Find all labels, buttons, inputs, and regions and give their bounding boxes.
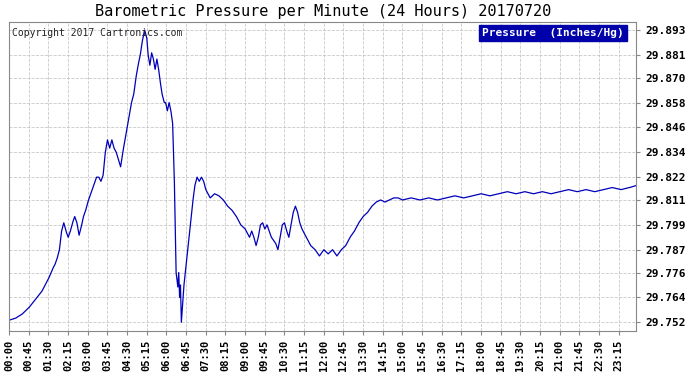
Title: Barometric Pressure per Minute (24 Hours) 20170720: Barometric Pressure per Minute (24 Hours… bbox=[95, 4, 551, 19]
Text: Copyright 2017 Cartronics.com: Copyright 2017 Cartronics.com bbox=[12, 28, 183, 38]
Text: Pressure  (Inches/Hg): Pressure (Inches/Hg) bbox=[482, 28, 624, 38]
